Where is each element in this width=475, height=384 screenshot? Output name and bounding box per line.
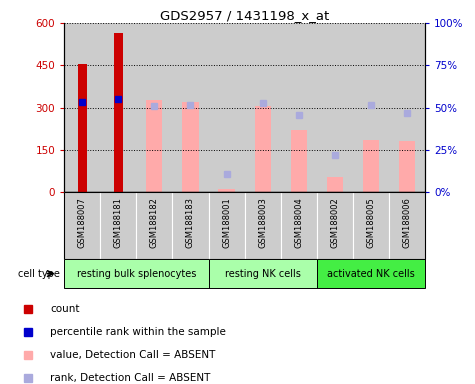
Bar <box>209 192 245 259</box>
Bar <box>146 101 162 192</box>
Bar <box>399 141 415 192</box>
Text: resting bulk splenocytes: resting bulk splenocytes <box>76 268 196 279</box>
Bar <box>64 192 100 259</box>
Text: resting NK cells: resting NK cells <box>225 268 301 279</box>
Bar <box>317 259 425 288</box>
Text: percentile rank within the sample: percentile rank within the sample <box>50 327 226 337</box>
Bar <box>255 106 271 192</box>
Text: GSM188003: GSM188003 <box>258 197 267 248</box>
Bar <box>209 259 317 288</box>
Bar <box>245 192 281 259</box>
Bar <box>281 192 317 259</box>
Bar <box>100 192 136 259</box>
Bar <box>209 259 317 288</box>
Bar <box>389 192 425 259</box>
Bar <box>172 192 209 259</box>
Text: GSM188181: GSM188181 <box>114 197 123 248</box>
Bar <box>353 192 389 259</box>
Bar <box>209 23 245 192</box>
Bar <box>64 259 209 288</box>
Bar <box>281 23 317 192</box>
Bar <box>64 259 209 288</box>
Text: GSM188004: GSM188004 <box>294 197 303 248</box>
Bar <box>172 23 209 192</box>
Bar <box>317 259 425 288</box>
Bar <box>172 192 209 259</box>
Text: activated NK cells: activated NK cells <box>327 268 415 279</box>
Text: cell type: cell type <box>18 268 59 279</box>
Bar <box>64 23 100 192</box>
Text: count: count <box>50 304 80 314</box>
Text: GSM188006: GSM188006 <box>403 197 411 248</box>
Bar <box>291 130 307 192</box>
Bar <box>136 192 172 259</box>
Bar <box>389 23 425 192</box>
Bar <box>218 189 235 192</box>
Bar <box>100 23 136 192</box>
Bar <box>182 102 199 192</box>
Text: rank, Detection Call = ABSENT: rank, Detection Call = ABSENT <box>50 373 210 383</box>
Text: GSM188007: GSM188007 <box>78 197 86 248</box>
Bar <box>353 192 389 259</box>
Bar <box>317 23 353 192</box>
Bar <box>64 192 100 259</box>
Bar <box>317 192 353 259</box>
Text: GSM188005: GSM188005 <box>367 197 375 248</box>
Bar <box>353 23 389 192</box>
Bar <box>281 192 317 259</box>
Bar <box>317 192 353 259</box>
Bar <box>114 33 123 192</box>
Text: GSM188002: GSM188002 <box>331 197 339 248</box>
Text: GSM188182: GSM188182 <box>150 197 159 248</box>
Bar <box>100 192 136 259</box>
Bar <box>245 192 281 259</box>
Bar <box>327 177 343 192</box>
Title: GDS2957 / 1431198_x_at: GDS2957 / 1431198_x_at <box>160 9 329 22</box>
Bar <box>77 64 86 192</box>
Text: value, Detection Call = ABSENT: value, Detection Call = ABSENT <box>50 350 216 360</box>
Bar <box>245 23 281 192</box>
Text: GSM188183: GSM188183 <box>186 197 195 248</box>
Text: GSM188001: GSM188001 <box>222 197 231 248</box>
Bar <box>389 192 425 259</box>
Bar <box>136 192 172 259</box>
Bar <box>136 23 172 192</box>
Bar <box>363 140 379 192</box>
Bar <box>209 192 245 259</box>
